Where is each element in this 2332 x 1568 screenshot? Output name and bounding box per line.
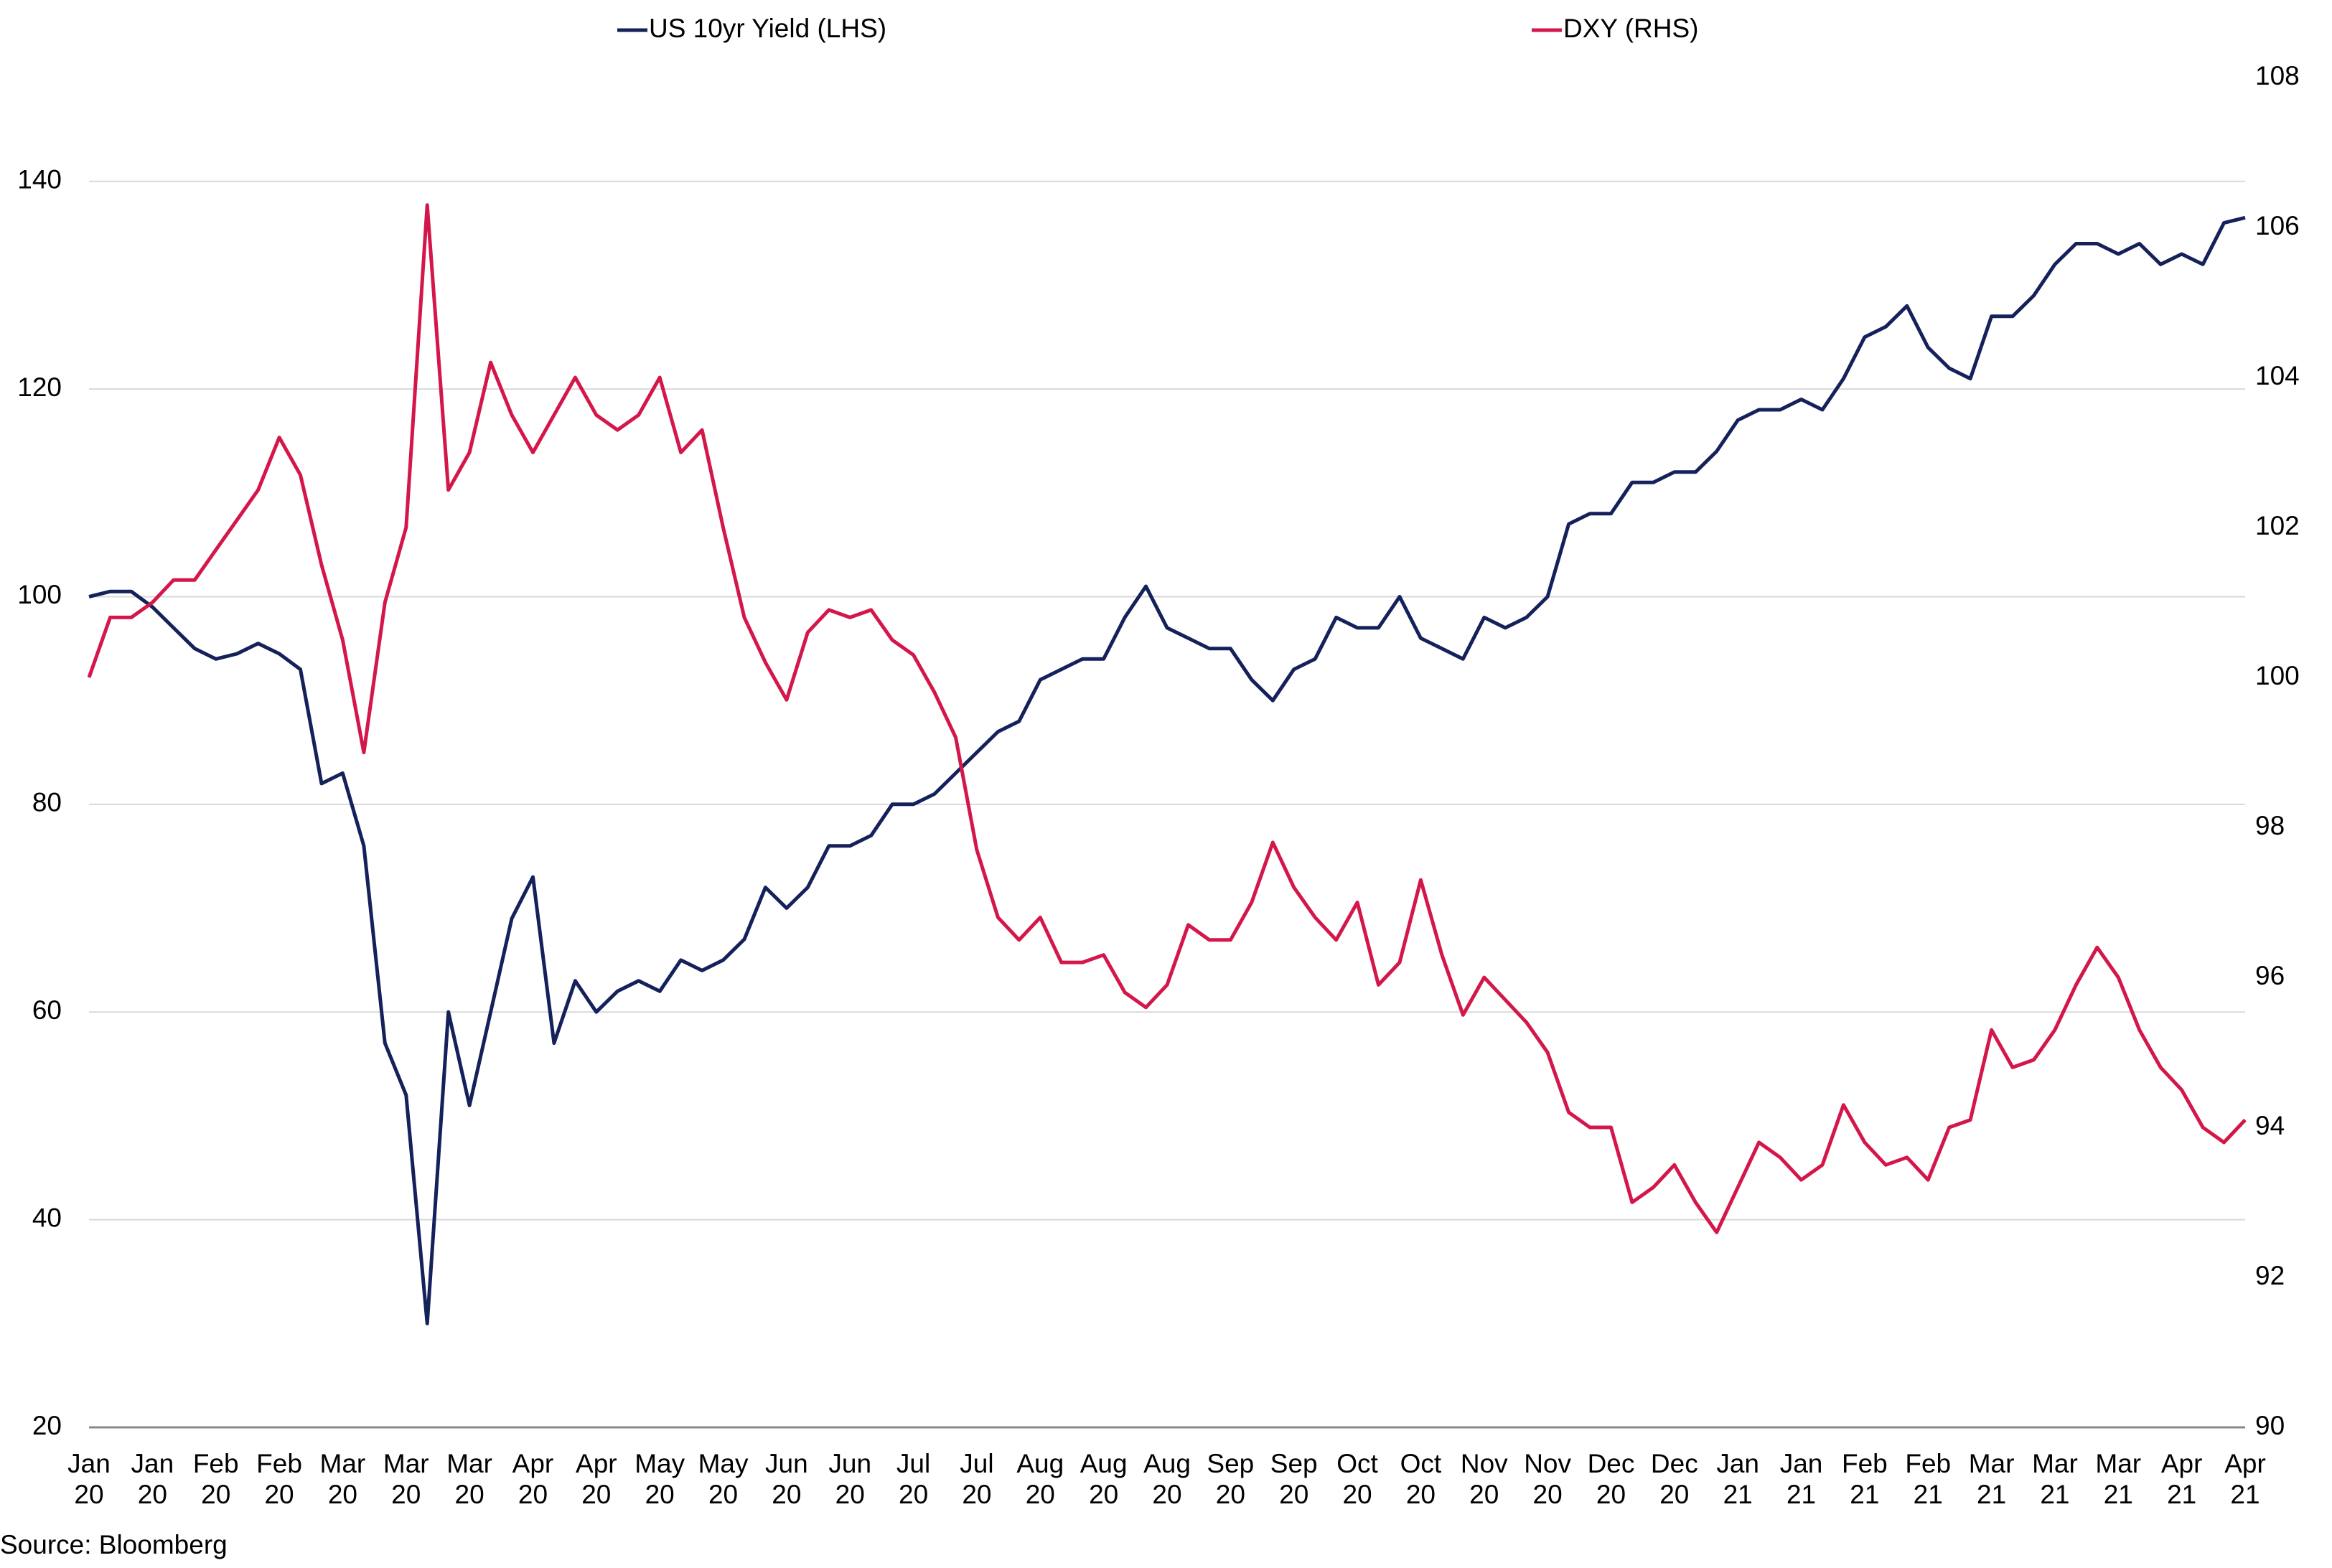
y2-tick-label: 102 [2255,511,2300,540]
x-tick-label: Mar 21 [1968,1449,2015,1509]
x-tick-label: Dec 20 [1587,1449,1635,1509]
y2-tick-label: 92 [2255,1261,2285,1290]
y-tick-label: 40 [32,1203,62,1232]
x-tick-label: Jul 20 [960,1449,994,1509]
x-tick-label: Mar 20 [446,1449,492,1509]
y2-tick-label: 108 [2255,61,2300,90]
source-note: Source: Bloomberg [0,1530,228,1559]
x-tick-label: Jan 21 [1716,1449,1759,1509]
x-tick-label: Oct 20 [1336,1449,1378,1509]
y2-tick-label: 90 [2255,1411,2285,1440]
y2-tick-label: 98 [2255,811,2285,840]
x-tick-label: Jun 20 [828,1449,872,1509]
x-tick-label: Feb 20 [256,1449,302,1509]
y2-tick-label: 96 [2255,961,2285,990]
x-tick-label: Apr 21 [2224,1449,2266,1509]
x-tick-label: Mar 20 [319,1449,366,1509]
x-tick-label: Apr 21 [2160,1449,2203,1509]
x-tick-label: Feb 21 [1841,1449,1888,1509]
y2-tick-label: 106 [2255,211,2300,240]
line [88,215,2246,1325]
legend-label: US 10yr Yield (LHS) [649,14,886,43]
y2-tick-label: 94 [2255,1111,2285,1140]
y-tick-label: 60 [32,995,62,1025]
x-tick-label: Jul 20 [896,1449,931,1509]
x-tick-label: Jan 21 [1779,1449,1823,1509]
x-tick-label: Apr 20 [576,1449,617,1509]
y-tick-label: 140 [17,164,62,194]
x-tick-label: Mar 20 [383,1449,429,1509]
y-tick-label: 100 [17,580,62,609]
x-tick-label: Sep 20 [1270,1449,1318,1509]
x-tick-label: Jan 20 [131,1449,174,1509]
x-tick-label: Nov 20 [1460,1449,1508,1509]
x-tick-label: Aug 20 [1016,1449,1064,1509]
x-tick-label: Mar 21 [2032,1449,2078,1509]
y2-tick-label: 100 [2255,661,2300,690]
x-tick-label: Mar 21 [2095,1449,2142,1509]
y-tick-label: 20 [32,1411,62,1440]
x-tick-label: May 20 [698,1449,749,1509]
x-tick-label: Oct 20 [1400,1449,1442,1509]
x-tick-label: Jun 20 [765,1449,808,1509]
legend-label: DXY (RHS) [1563,14,1698,43]
line [87,203,2247,1234]
y-tick-label: 120 [17,372,62,402]
x-tick-label: Feb 20 [192,1449,239,1509]
x-tick-label: Apr 20 [512,1449,554,1509]
x-tick-label: Aug 20 [1080,1449,1128,1509]
x-tick-label: Aug 20 [1143,1449,1191,1509]
x-tick-label: Jan 20 [67,1449,111,1509]
y2-tick-label: 104 [2255,361,2300,390]
x-tick-label: Sep 20 [1207,1449,1255,1509]
x-tick-label: Nov 20 [1524,1449,1572,1509]
x-tick-label: Feb 21 [1905,1449,1952,1509]
x-tick-label: May 20 [634,1449,685,1509]
x-tick-label: Dec 20 [1650,1449,1698,1509]
y-tick-label: 80 [32,788,62,817]
